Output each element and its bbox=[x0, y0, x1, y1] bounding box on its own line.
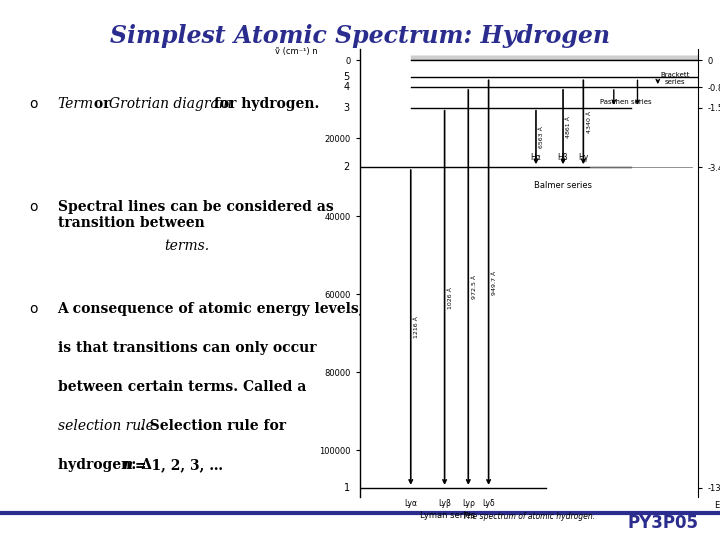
Text: 972.5 Å: 972.5 Å bbox=[472, 275, 477, 300]
Text: or: or bbox=[89, 97, 114, 111]
Text: is that transitions can only occur: is that transitions can only occur bbox=[58, 341, 316, 355]
Text: o: o bbox=[29, 200, 37, 214]
Text: 1216 Å: 1216 Å bbox=[414, 316, 419, 339]
Text: 4861 Å: 4861 Å bbox=[567, 116, 572, 138]
Text: terms.: terms. bbox=[164, 239, 210, 253]
Text: Lyα: Lyα bbox=[404, 500, 418, 509]
Text: Hγ: Hγ bbox=[578, 153, 588, 163]
Text: 949.7 Å: 949.7 Å bbox=[492, 271, 497, 295]
Text: Grotrian diagram: Grotrian diagram bbox=[109, 97, 233, 111]
Text: 3: 3 bbox=[343, 103, 350, 113]
Text: Lyδ: Lyδ bbox=[482, 500, 495, 509]
Text: = 1, 2, 3, …: = 1, 2, 3, … bbox=[130, 458, 222, 472]
Text: Term: Term bbox=[58, 97, 94, 111]
Text: Hα: Hα bbox=[531, 153, 541, 163]
Text: 1026 Å: 1026 Å bbox=[448, 287, 453, 309]
Text: Simplest Atomic Spectrum: Hydrogen: Simplest Atomic Spectrum: Hydrogen bbox=[110, 24, 610, 48]
Text: Balmer series: Balmer series bbox=[534, 181, 592, 190]
Text: PY3P05: PY3P05 bbox=[627, 514, 698, 532]
Text: 6563 Å: 6563 Å bbox=[539, 126, 544, 149]
Text: hydrogen: Δ: hydrogen: Δ bbox=[58, 458, 152, 472]
Text: o: o bbox=[29, 97, 37, 111]
Text: 2: 2 bbox=[343, 162, 350, 172]
Text: Brackett
series: Brackett series bbox=[660, 72, 689, 85]
Text: The spectrum of atomic hydrogen.: The spectrum of atomic hydrogen. bbox=[463, 512, 595, 522]
Text: for hydrogen.: for hydrogen. bbox=[209, 97, 319, 111]
Text: Lyρ: Lyρ bbox=[462, 500, 474, 509]
Text: 4: 4 bbox=[343, 82, 350, 92]
Text: A consequence of atomic energy levels,: A consequence of atomic energy levels, bbox=[58, 302, 364, 316]
Text: n: n bbox=[122, 458, 132, 472]
Text: E eV): E eV) bbox=[715, 501, 720, 510]
Text: 4340 Å: 4340 Å bbox=[587, 111, 592, 133]
Text: Hβ: Hβ bbox=[558, 153, 568, 163]
Text: Lyman series: Lyman series bbox=[420, 511, 476, 520]
Text: Lyβ: Lyβ bbox=[438, 500, 451, 509]
Text: o: o bbox=[29, 302, 37, 316]
Text: 5: 5 bbox=[343, 72, 350, 83]
Text: ṽ (cm⁻¹) n: ṽ (cm⁻¹) n bbox=[275, 48, 318, 56]
Text: 1: 1 bbox=[343, 483, 350, 493]
Text: . Selection rule for: . Selection rule for bbox=[140, 419, 286, 433]
Text: Spectral lines can be considered as
transition between: Spectral lines can be considered as tran… bbox=[58, 200, 333, 230]
Text: Paschen series: Paschen series bbox=[600, 99, 652, 105]
Text: selection rule: selection rule bbox=[58, 419, 153, 433]
Text: between certain terms. Called a: between certain terms. Called a bbox=[58, 380, 306, 394]
